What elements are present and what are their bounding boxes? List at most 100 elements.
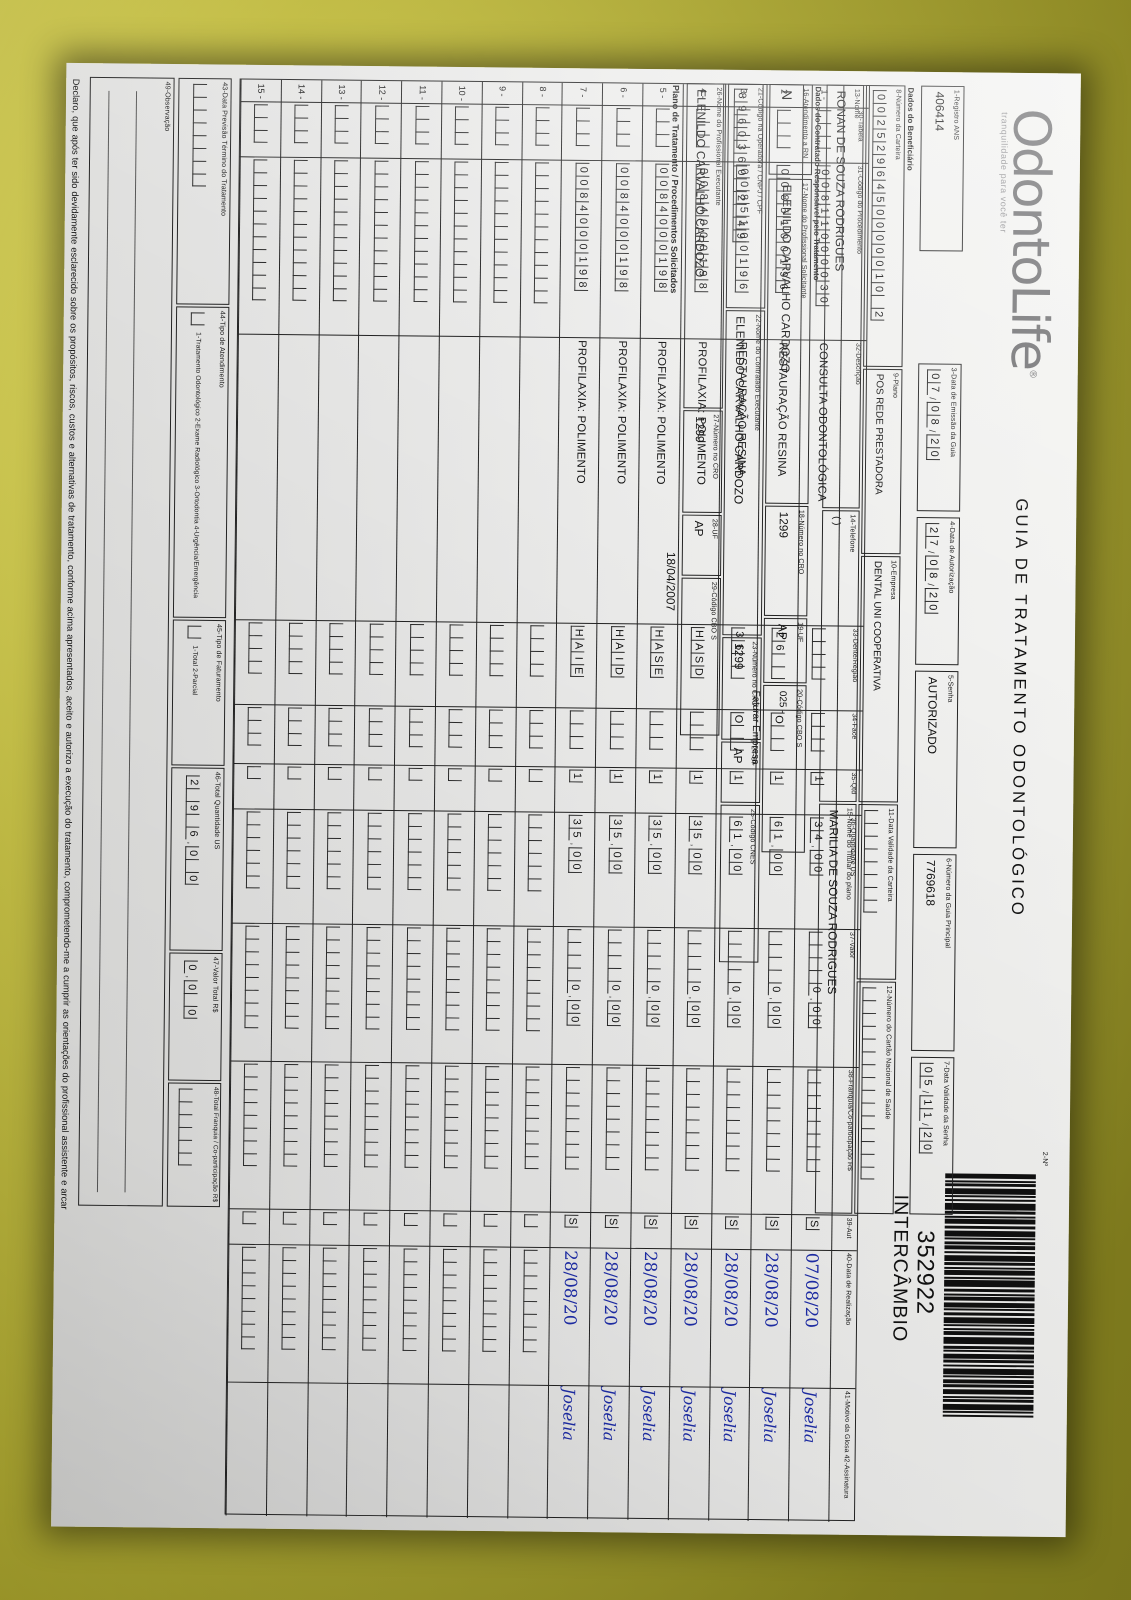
tipo-faturamento-cells[interactable]	[186, 625, 202, 639]
table-cell-codigo[interactable]	[250, 159, 268, 301]
table-cell-aut[interactable]: S	[563, 1214, 579, 1228]
table-cell-aut[interactable]: S	[644, 1215, 659, 1229]
table-cell-valor[interactable]	[323, 926, 341, 1030]
table-cell-descricao[interactable]: PROFILAXIA: POLIMENTO	[614, 341, 627, 485]
tipo-atendimento-cells[interactable]	[190, 312, 205, 326]
table-cell-valor[interactable]	[283, 926, 301, 1029]
table-cell-data_real[interactable]: 07/08/20	[800, 1253, 820, 1328]
table-cell-qtd[interactable]	[486, 768, 503, 782]
table-cell-motivo_glosa[interactable]: Joselia	[639, 1389, 658, 1442]
table-cell-data_real[interactable]: 28/08/20	[679, 1251, 699, 1326]
table-cell-face[interactable]	[607, 710, 624, 750]
table-cell-tabela[interactable]	[573, 107, 590, 147]
total-franquia-cells[interactable]	[177, 1088, 194, 1166]
table-cell-tabela[interactable]	[814, 110, 831, 149]
table-cell-valor[interactable]	[242, 925, 260, 1029]
table-cell-franquia[interactable]	[241, 1063, 259, 1167]
table-cell-qtd[interactable]	[406, 767, 423, 781]
numero-cns-cells[interactable]	[859, 987, 877, 1180]
table-cell-dente[interactable]	[367, 623, 384, 675]
table-cell-franquia[interactable]	[321, 1064, 339, 1168]
table-cell-tabela[interactable]	[372, 105, 389, 145]
table-cell-tabela[interactable]	[453, 106, 470, 145]
table-cell-franquia[interactable]	[562, 1066, 580, 1170]
table-cell-dente[interactable]	[407, 624, 424, 676]
table-cell-aut[interactable]	[401, 1213, 418, 1226]
table-cell-valor[interactable]	[484, 928, 502, 1031]
table-cell-franquia[interactable]	[281, 1064, 299, 1167]
table-cell-aut[interactable]	[481, 1213, 498, 1227]
table-cell-qtd[interactable]	[366, 767, 383, 781]
table-cell-quantidade_us[interactable]	[244, 811, 262, 889]
table-cell-motivo_glosa[interactable]: Joselia	[760, 1390, 779, 1443]
data-validade-senha-cells[interactable]: 0 5/1 1/2 0	[918, 1062, 934, 1154]
table-cell-franquia[interactable]	[683, 1068, 701, 1171]
table-cell-franquia[interactable]	[522, 1066, 540, 1170]
table-cell-dente[interactable]	[809, 628, 826, 680]
table-cell-franquia[interactable]	[402, 1065, 420, 1168]
table-cell-tabela[interactable]	[412, 105, 429, 145]
table-cell-aut[interactable]	[321, 1212, 338, 1226]
table-cell-qtd[interactable]: 1	[809, 772, 825, 785]
table-cell-data_real[interactable]	[480, 1249, 498, 1352]
table-cell-face[interactable]	[326, 707, 343, 747]
table-cell-qtd[interactable]: 1	[769, 771, 784, 785]
table-cell-tabela[interactable]	[774, 109, 791, 149]
table-cell-tabela[interactable]	[292, 104, 309, 144]
table-cell-aut[interactable]	[361, 1212, 378, 1226]
table-cell-tabela[interactable]	[613, 108, 630, 147]
table-cell-motivo_glosa[interactable]: Joselia	[719, 1390, 738, 1443]
table-cell-descricao[interactable]: CONSULTA ODONTOLÓGICA	[815, 343, 828, 502]
table-cell-quantidade_us[interactable]	[364, 812, 382, 890]
table-cell-face[interactable]	[687, 711, 704, 751]
table-cell-dente[interactable]	[447, 624, 464, 676]
table-cell-data_real[interactable]: 28/08/20	[760, 1252, 780, 1327]
table-cell-qtd[interactable]: 1	[568, 769, 583, 783]
table-cell-tabela[interactable]	[654, 108, 671, 148]
data-emissao-cells[interactable]: 0 7/0 8/2 0	[925, 369, 942, 461]
table-cell-franquia[interactable]	[603, 1067, 621, 1170]
table-cell-qtd[interactable]	[245, 766, 262, 780]
data-validade-carteira-cells[interactable]	[862, 810, 879, 913]
data-previsao-termino-cells[interactable]	[191, 83, 208, 187]
table-cell-dente[interactable]	[246, 622, 263, 674]
table-cell-codigo[interactable]	[290, 159, 308, 301]
table-cell-face[interactable]	[245, 707, 262, 746]
table-cell-aut[interactable]: S	[684, 1215, 699, 1229]
table-cell-quantidade_us[interactable]	[405, 813, 423, 891]
table-cell-quantidade_us[interactable]	[525, 814, 543, 892]
table-cell-quantidade_us[interactable]	[324, 812, 342, 890]
table-cell-motivo_glosa[interactable]: Joselia	[679, 1389, 698, 1442]
table-cell-motivo_glosa[interactable]: Joselia	[800, 1391, 819, 1444]
table-cell-dente[interactable]	[527, 625, 544, 677]
table-cell-motivo_glosa[interactable]: Joselia	[599, 1388, 618, 1441]
table-cell-face[interactable]: O	[769, 712, 785, 752]
table-cell-data_real[interactable]: 28/08/20	[559, 1250, 579, 1325]
table-cell-aut[interactable]: S	[804, 1217, 820, 1231]
table-cell-franquia[interactable]	[442, 1065, 460, 1169]
table-cell-face[interactable]	[647, 711, 664, 750]
table-cell-franquia[interactable]	[763, 1069, 781, 1172]
table-cell-aut[interactable]	[441, 1213, 458, 1227]
table-cell-dente[interactable]	[286, 622, 303, 675]
table-cell-dente[interactable]	[326, 623, 343, 675]
table-cell-descricao[interactable]: PROFILAXIA: POLIMENTO	[654, 341, 667, 485]
table-cell-descricao[interactable]: RESTAURAÇÃO RESINA	[734, 342, 747, 476]
table-cell-qtd[interactable]: 1	[608, 769, 624, 783]
table-cell-aut[interactable]	[240, 1211, 257, 1225]
